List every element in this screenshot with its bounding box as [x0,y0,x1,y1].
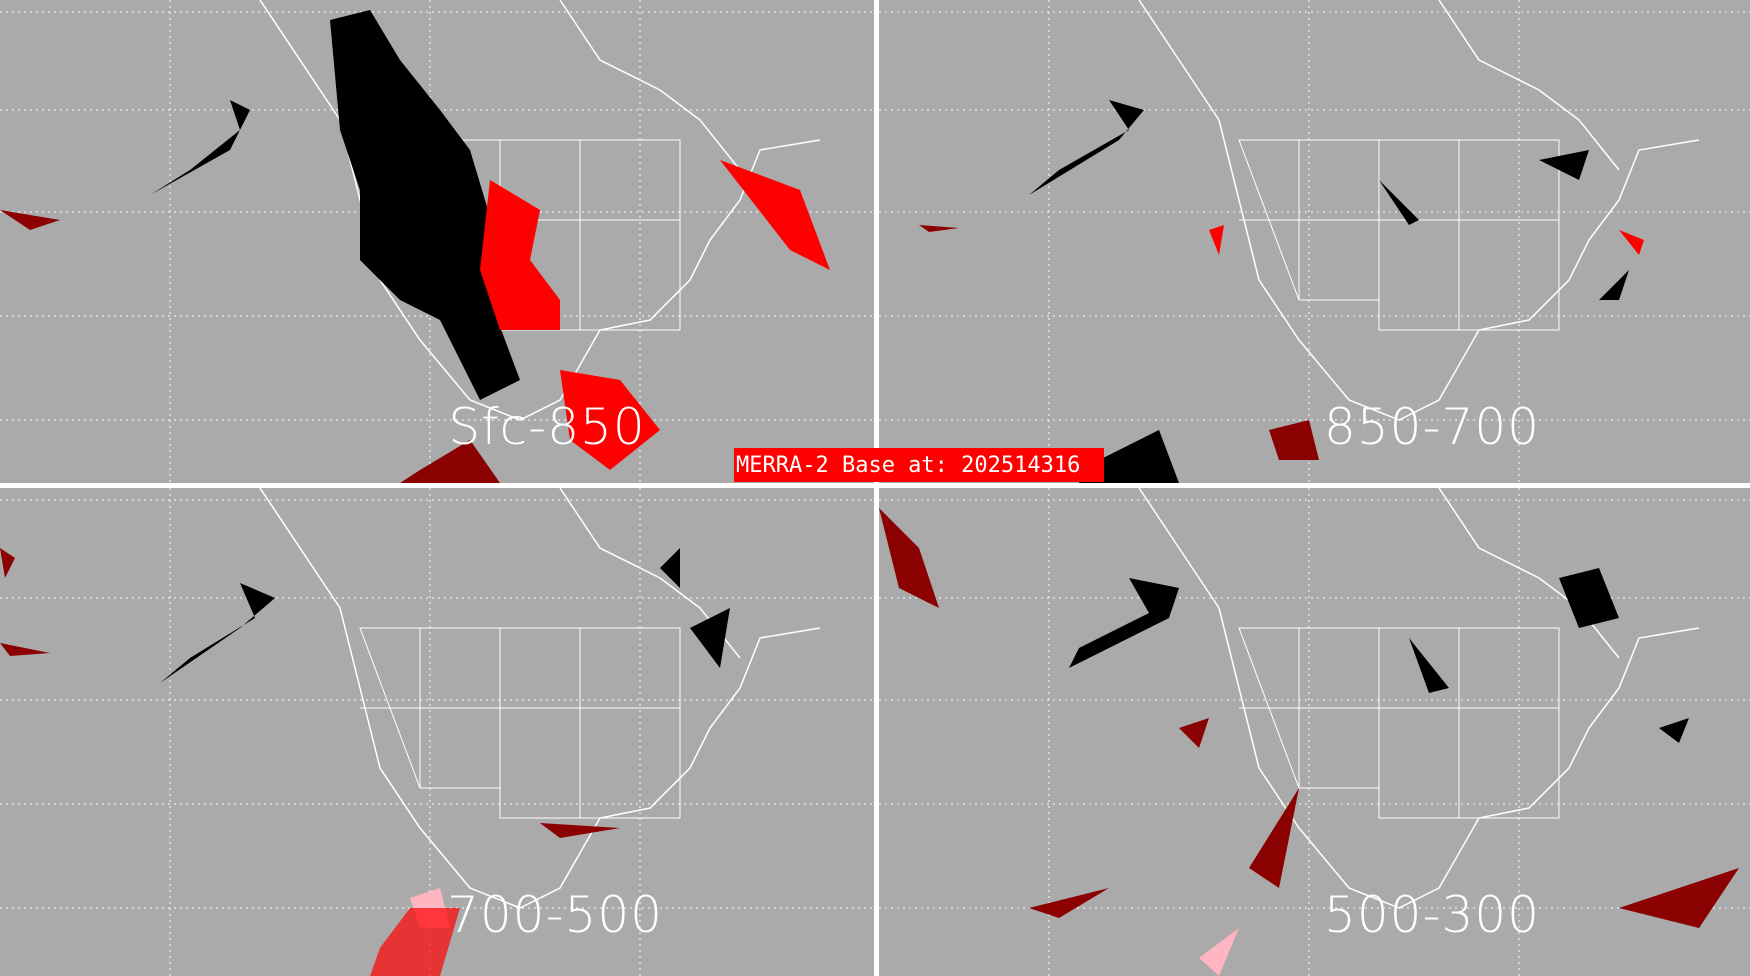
state-borders [1238,627,1560,819]
dark-red-field [879,508,1739,928]
panel-500-300: 500-300 [879,488,1750,976]
red-field [370,908,460,976]
map-700-500 [0,488,874,976]
map-850-700 [879,0,1750,483]
vertical-divider [874,0,879,976]
panel-label: 850-700 [1324,398,1540,456]
coastline [1138,488,1700,909]
dark-red-field [0,548,620,838]
state-borders [1238,139,1560,331]
black-field [1409,568,1689,743]
black-jet-streak [1029,100,1144,195]
coastline [259,488,821,909]
panel-label: Sfc-850 [448,398,646,456]
dark-red-field [919,225,1319,460]
panel-label: 700-500 [447,886,663,944]
black-jet-streak [150,100,250,195]
black-field [1079,150,1629,483]
black-field [660,548,730,668]
panel-sfc-850: Sfc-850 [0,0,874,483]
red-field [1209,225,1644,255]
pink-field [1199,928,1239,976]
dark-red-field [0,210,500,483]
panel-850-700: 850-700 [879,0,1750,483]
horizontal-divider [0,483,1750,488]
black-jet-streak [1069,578,1179,668]
panel-label: 500-300 [1324,886,1540,944]
map-500-300 [879,488,1750,976]
base-time-banner: MERRA-2 Base at: 202514316 [734,448,1104,482]
state-borders [359,627,681,819]
red-field [480,160,830,470]
map-sfc-850 [0,0,874,483]
panel-700-500: 700-500 [0,488,874,976]
coastline [1138,0,1700,421]
black-field [330,10,520,400]
